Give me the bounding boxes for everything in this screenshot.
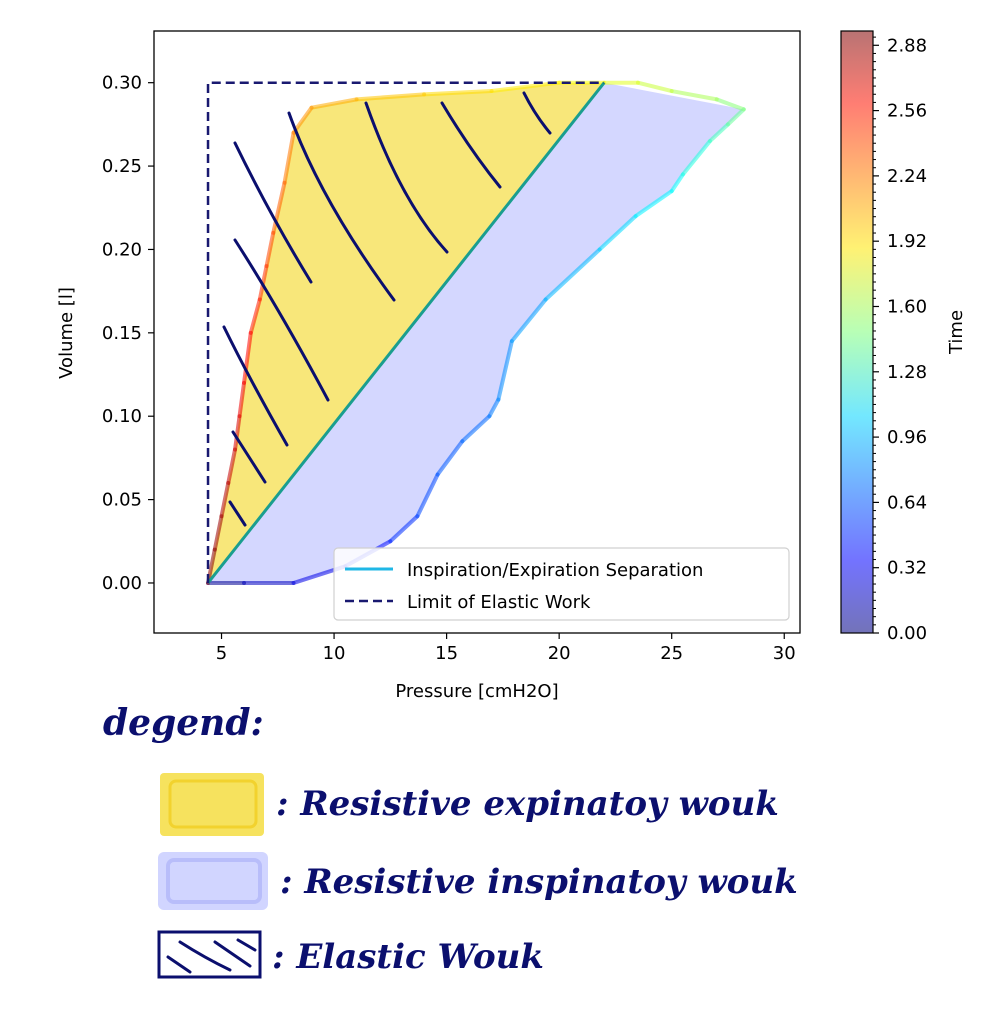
inspiration-segment xyxy=(460,414,492,444)
handwritten-legend: degend: : Resistive expinatoy wouk : Res… xyxy=(103,702,798,979)
colorbar-frame xyxy=(840,30,874,634)
expiration-segment xyxy=(291,105,314,135)
inspiration-segment xyxy=(543,247,602,302)
colorbar-tick-label: 0.64 xyxy=(887,492,927,513)
colorbar-tick-label: 0.32 xyxy=(887,558,927,579)
expiration-segment xyxy=(233,414,242,452)
x-tick-label: 30 xyxy=(773,643,796,664)
x-tick-label: 25 xyxy=(660,643,683,664)
colorbar-tick-label: 0.96 xyxy=(887,427,927,448)
x-tick-label: 20 xyxy=(548,643,571,664)
legend-item-resistive-expiratory: : Resistive expinatoy wouk xyxy=(276,784,779,824)
legend: Inspiration/Expiration Separation Limit … xyxy=(333,547,790,621)
colorbar-tick-label: 2.56 xyxy=(887,101,927,122)
y-tick-label: 0.05 xyxy=(102,490,142,511)
inspiration-segment xyxy=(597,214,638,252)
expiration-segment xyxy=(669,89,719,102)
handwritten-legend-title: degend: xyxy=(103,702,264,744)
y-tick-label: 0.20 xyxy=(102,239,142,260)
expiration-segment xyxy=(714,97,746,112)
legend-box xyxy=(333,547,790,621)
colorbar-label: Time xyxy=(946,310,967,355)
expiration-segment xyxy=(264,230,276,269)
inspiration-segment xyxy=(496,339,514,402)
legend-item-elastic-work: : Elastic Wouk xyxy=(272,937,544,977)
expiration-segment xyxy=(354,92,427,102)
expiration-segment xyxy=(422,89,494,97)
x-tick-label: 5 xyxy=(216,643,227,664)
plot-area xyxy=(206,80,746,585)
y-tick-label: 0.10 xyxy=(102,406,142,427)
x-tick-label: 15 xyxy=(435,643,458,664)
expiration-segment xyxy=(489,80,562,94)
inspiration-segment xyxy=(680,139,712,177)
colorbar-tick-label: 2.24 xyxy=(887,166,927,187)
colorbar-tick-label: 1.92 xyxy=(887,231,927,252)
expiration-segment xyxy=(237,380,247,419)
inspiration-segment xyxy=(435,439,465,477)
y-tick-label: 0.00 xyxy=(102,573,142,594)
inspiration-segment xyxy=(487,397,501,419)
swatch-resistive-expiratory-inner xyxy=(168,779,258,829)
plot-frame xyxy=(153,30,801,634)
swatch-resistive-expiratory xyxy=(160,773,264,836)
colorbar-tick-label: 1.60 xyxy=(887,296,927,317)
colorbar-gradient xyxy=(841,31,873,633)
colorbar-tick-label: 0.00 xyxy=(887,623,927,644)
inspiration-segment xyxy=(509,297,548,344)
x-axis: 5 10 15 20 25 30 xyxy=(216,633,796,664)
legend-label-elastic-limit: Limit of Elastic Work xyxy=(407,592,591,613)
colorbar-ticks: 0.00 0.32 0.64 0.96 1.28 1.60 1.92 2.24 2.56 2.88 xyxy=(873,35,927,644)
legend-label-separation: Inspiration/Expiration Separation xyxy=(407,560,703,581)
y-axis: 0.00 0.05 0.10 0.15 0.20 0.25 0.30 xyxy=(102,73,154,594)
legend-item-resistive-inspiratory: : Resistive inspinatoy wouk xyxy=(280,862,798,902)
y-tick-label: 0.15 xyxy=(102,323,142,344)
expiration-segment xyxy=(242,330,253,385)
colorbar-tick-label: 1.28 xyxy=(887,362,927,383)
swatch-resistive-inspiratory xyxy=(158,852,268,910)
elastic-limit-line xyxy=(206,81,605,583)
y-tick-label: 0.30 xyxy=(102,73,142,94)
expiration-segment xyxy=(212,514,224,552)
elastic-work-hatching xyxy=(222,91,552,527)
inspiration-segment xyxy=(725,107,746,127)
inspiration-segment xyxy=(633,189,674,219)
y-axis-label: Volume [l] xyxy=(56,287,77,379)
x-axis-label: Pressure [cmH2O] xyxy=(395,681,558,702)
y-tick-label: 0.25 xyxy=(102,156,142,177)
expiration-segment xyxy=(219,480,231,519)
expiration-segment xyxy=(248,297,262,335)
colorbar: 0.00 0.32 0.64 0.96 1.28 1.60 1.92 2.24 2.56 2.88… xyxy=(840,30,967,644)
swatch-elastic-work xyxy=(157,930,262,979)
colorbar-tick-label: 2.88 xyxy=(887,35,927,56)
expiration-segment xyxy=(271,180,287,235)
expiration-segment xyxy=(226,447,238,485)
swatch-resistive-inspiratory-inner xyxy=(166,858,262,904)
swatch-elastic-hatching xyxy=(166,938,257,974)
x-tick-label: 10 xyxy=(323,643,346,664)
expiration-segment xyxy=(635,80,674,94)
separation-line xyxy=(206,81,606,584)
inspiration-segment xyxy=(707,122,730,144)
expiration-segment xyxy=(282,130,296,185)
inspiration-segment xyxy=(415,472,440,519)
inspiration-segment xyxy=(669,172,685,194)
inspiration-segment xyxy=(388,514,420,544)
expiration-segment xyxy=(309,97,359,110)
resistive-inspiratory-area xyxy=(208,82,744,583)
